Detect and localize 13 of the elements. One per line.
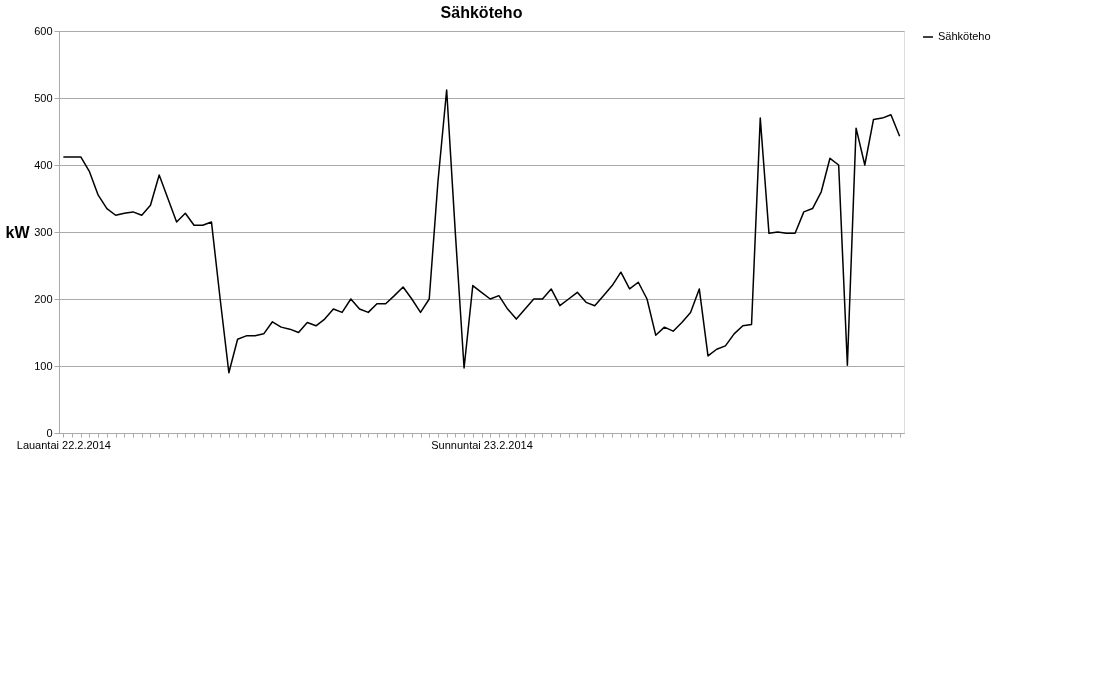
y-tick-label: 0 (46, 426, 53, 439)
y-tick-label: 300 (34, 225, 53, 238)
x-tick-label: Lauantai 22.2.2014 (16, 438, 111, 451)
y-tick-label: 500 (34, 91, 53, 104)
legend-label: Sähköteho (938, 30, 991, 42)
y-axis-title: kW (5, 223, 31, 241)
y-tick-label: 400 (34, 158, 53, 171)
y-tick-label: 100 (34, 359, 53, 372)
chart-title: Sähköteho (440, 4, 523, 21)
y-tick-label: 600 (34, 24, 53, 37)
line-series (62, 89, 901, 374)
y-tick-label: 200 (34, 292, 53, 305)
x-tick-label: Sunnuntai 23.2.2014 (431, 438, 533, 451)
